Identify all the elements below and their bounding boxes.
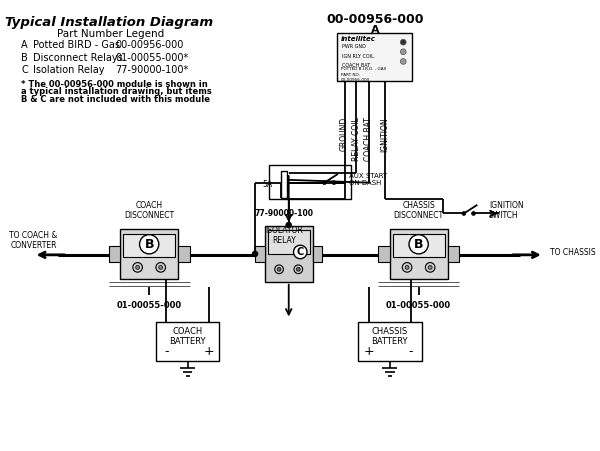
Bar <box>178 246 190 262</box>
Text: COACH BAT: COACH BAT <box>364 117 373 161</box>
Bar <box>109 246 120 262</box>
Text: 77-90000-100: 77-90000-100 <box>254 209 313 218</box>
Text: 01-00055-000: 01-00055-000 <box>116 301 182 310</box>
Circle shape <box>296 267 300 271</box>
Bar <box>269 166 351 199</box>
Circle shape <box>277 267 281 271</box>
Bar <box>281 171 287 198</box>
Text: 01-00055-000*: 01-00055-000* <box>115 53 189 63</box>
Text: -: - <box>409 345 413 358</box>
Text: TO CHASSIS: TO CHASSIS <box>550 249 596 258</box>
Text: IGNITION: IGNITION <box>380 117 389 152</box>
Text: CHASSIS
DISCONNECT: CHASSIS DISCONNECT <box>394 201 444 220</box>
Circle shape <box>425 262 435 272</box>
Bar <box>390 229 448 279</box>
Text: COACH
BATTERY: COACH BATTERY <box>169 327 206 346</box>
Text: 00-00956-000: 00-00956-000 <box>115 40 184 50</box>
Bar <box>313 246 322 262</box>
Text: Potted BIRD - Gas: Potted BIRD - Gas <box>33 40 120 50</box>
Circle shape <box>286 222 292 228</box>
Circle shape <box>275 265 283 274</box>
Text: * The 00-00956-000 module is shown in: * The 00-00956-000 module is shown in <box>21 80 208 89</box>
Text: B: B <box>21 53 28 63</box>
Text: Part Number Legend: Part Number Legend <box>57 29 164 39</box>
Text: 01-00055-000: 01-00055-000 <box>386 301 451 310</box>
Circle shape <box>136 266 140 269</box>
Circle shape <box>405 266 409 269</box>
Circle shape <box>400 49 406 55</box>
Bar <box>156 322 220 361</box>
Text: B: B <box>145 238 154 251</box>
Circle shape <box>400 59 406 64</box>
Text: 5A: 5A <box>262 180 272 189</box>
Circle shape <box>133 262 142 272</box>
Text: COACH BAT: COACH BAT <box>341 63 370 69</box>
Bar <box>120 229 178 279</box>
Text: TO COACH &
CONVERTER: TO COACH & CONVERTER <box>10 230 58 250</box>
Circle shape <box>428 266 432 269</box>
Text: GROUND: GROUND <box>340 117 349 152</box>
Text: intellitec: intellitec <box>341 37 376 42</box>
Text: IGN RLY COIL: IGN RLY COIL <box>341 54 374 59</box>
Circle shape <box>462 212 466 216</box>
Text: A: A <box>21 40 28 50</box>
Bar <box>337 32 412 81</box>
Bar <box>358 322 422 361</box>
Text: C: C <box>21 65 28 75</box>
Circle shape <box>400 39 406 45</box>
Text: B & C are not included with this module: B & C are not included with this module <box>21 95 210 104</box>
Text: POTTED B.I.R.D. - GAS: POTTED B.I.R.D. - GAS <box>341 67 386 71</box>
Circle shape <box>156 262 166 272</box>
Text: C: C <box>296 247 304 257</box>
Circle shape <box>159 266 163 269</box>
Circle shape <box>472 212 475 216</box>
Text: PWR GND: PWR GND <box>341 44 365 49</box>
Text: AUX START
ON DASH: AUX START ON DASH <box>349 173 388 186</box>
Text: Isolation Relay: Isolation Relay <box>33 65 104 75</box>
Text: IGNITION
SWITCH: IGNITION SWITCH <box>489 201 524 220</box>
Bar <box>268 230 310 254</box>
Circle shape <box>252 251 258 257</box>
Text: 00-00956-000: 00-00956-000 <box>341 78 370 82</box>
Text: 00-00956-000: 00-00956-000 <box>326 13 424 26</box>
Text: 77-90000-100*: 77-90000-100* <box>115 65 189 75</box>
Text: +: + <box>203 345 214 358</box>
Circle shape <box>322 181 326 184</box>
Circle shape <box>294 265 302 274</box>
Circle shape <box>409 235 428 254</box>
Bar <box>265 226 313 282</box>
Bar <box>255 246 265 262</box>
Text: Disconnect Relays: Disconnect Relays <box>33 53 122 63</box>
Circle shape <box>402 262 412 272</box>
Text: CHASSIS
BATTERY: CHASSIS BATTERY <box>371 327 408 346</box>
Bar <box>123 234 175 257</box>
Text: A: A <box>371 25 380 35</box>
Text: Typical Installation Diagram: Typical Installation Diagram <box>5 16 213 29</box>
Text: ISOLATOR
RELAY: ISOLATOR RELAY <box>265 226 303 245</box>
Text: a typical installation drawing, but items: a typical installation drawing, but item… <box>21 87 212 97</box>
Text: COACH
DISCONNECT: COACH DISCONNECT <box>124 201 174 220</box>
Circle shape <box>332 181 336 184</box>
Circle shape <box>140 235 159 254</box>
Text: -: - <box>164 345 169 358</box>
Text: PART NO.: PART NO. <box>341 73 359 77</box>
Bar <box>392 234 445 257</box>
Text: RELAY COIL: RELAY COIL <box>352 117 361 161</box>
Bar <box>448 246 459 262</box>
Bar <box>378 246 390 262</box>
Circle shape <box>293 245 307 259</box>
Text: B: B <box>414 238 424 251</box>
Text: +: + <box>363 345 374 358</box>
